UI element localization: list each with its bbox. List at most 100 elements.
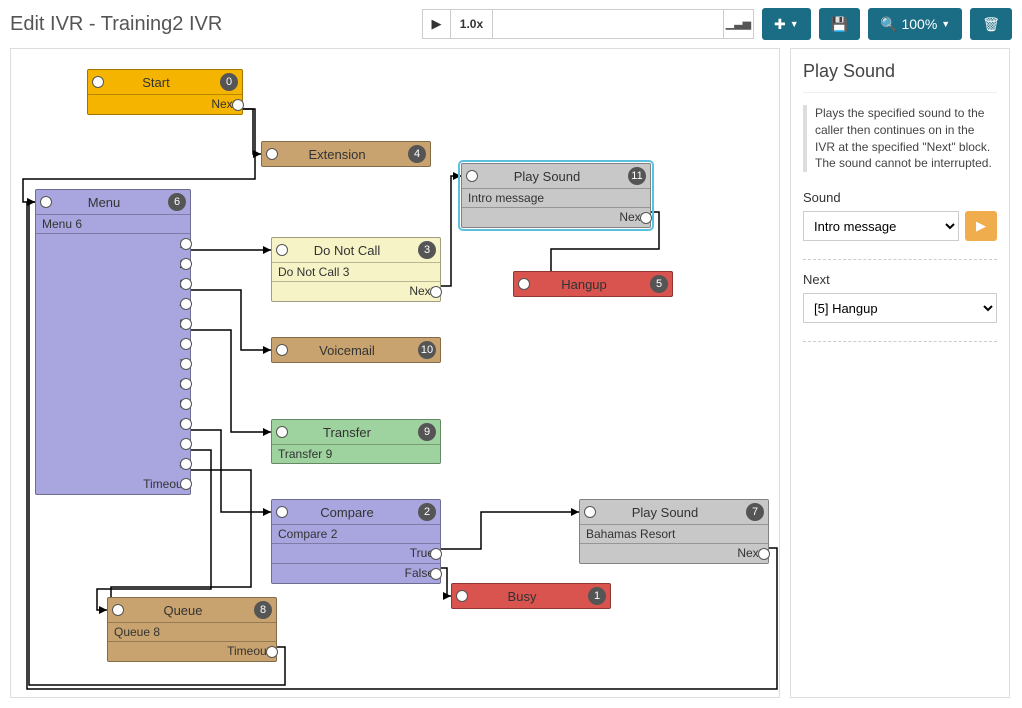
in-port[interactable] xyxy=(466,170,478,182)
node-transfer[interactable]: Transfer9 Transfer 9 xyxy=(271,419,441,464)
sound-play-button[interactable]: ▶ xyxy=(965,211,997,241)
node-id-badge: 6 xyxy=(168,193,186,211)
out-port[interactable] xyxy=(180,458,192,470)
node-hangup[interactable]: Hangup5 xyxy=(513,271,673,297)
out-port[interactable] xyxy=(180,338,192,350)
save-button[interactable]: 💾 xyxy=(819,8,860,40)
playback-track[interactable] xyxy=(493,10,723,38)
out-port[interactable] xyxy=(180,238,192,250)
menu-option: # xyxy=(36,454,190,474)
node-subtitle: Transfer 9 xyxy=(272,444,440,463)
volume-icon[interactable]: ▁▃▅ xyxy=(723,10,753,38)
node-start[interactable]: Start0Next xyxy=(87,69,243,115)
node-playsound2[interactable]: Play Sound7Bahamas ResortNext xyxy=(579,499,769,564)
node-id-badge: 4 xyxy=(408,145,426,163)
next-select[interactable]: [5] Hangup xyxy=(803,293,997,323)
node-title: Busy xyxy=(456,589,588,604)
out-port[interactable] xyxy=(180,478,192,490)
node-id-badge: 10 xyxy=(418,341,436,359)
node-output: Next xyxy=(462,207,650,227)
node-title: Start xyxy=(92,75,220,90)
page-title: Edit IVR - Training2 IVR xyxy=(10,13,222,36)
in-port[interactable] xyxy=(456,590,468,602)
node-extension[interactable]: Extension4 xyxy=(261,141,431,167)
menu-option: 8 xyxy=(36,374,190,394)
out-port[interactable] xyxy=(758,548,770,560)
node-title: Voicemail xyxy=(276,343,418,358)
in-port[interactable] xyxy=(276,506,288,518)
node-output: Next xyxy=(580,543,768,563)
node-subtitle: Menu 6 xyxy=(36,214,190,233)
node-output: False xyxy=(272,563,440,583)
node-title: Queue xyxy=(112,603,254,618)
header-bar: Edit IVR - Training2 IVR ▶ 1.0x ▁▃▅ ✚ ▼ … xyxy=(0,0,1022,48)
node-id-badge: 1 xyxy=(588,587,606,605)
out-port[interactable] xyxy=(640,212,652,224)
node-subtitle: Queue 8 xyxy=(108,622,276,641)
out-port[interactable] xyxy=(180,298,192,310)
out-port[interactable] xyxy=(232,99,244,111)
out-port[interactable] xyxy=(180,378,192,390)
in-port[interactable] xyxy=(112,604,124,616)
out-port[interactable] xyxy=(430,568,442,580)
play-icon[interactable]: ▶ xyxy=(423,10,451,38)
node-busy[interactable]: Busy1 xyxy=(451,583,611,609)
node-subtitle: Intro message xyxy=(462,188,650,207)
out-port[interactable] xyxy=(430,548,442,560)
node-title: Do Not Call xyxy=(276,243,418,258)
in-port[interactable] xyxy=(266,148,278,160)
node-queue[interactable]: Queue8 Queue 8Timeout xyxy=(107,597,277,662)
node-playsound1[interactable]: Play Sound11Intro messageNext xyxy=(461,163,651,228)
in-port[interactable] xyxy=(40,196,52,208)
add-button[interactable]: ✚ ▼ xyxy=(762,8,811,40)
node-id-badge: 8 xyxy=(254,601,272,619)
out-port[interactable] xyxy=(180,278,192,290)
in-port[interactable] xyxy=(276,344,288,356)
menu-option: 4 xyxy=(36,294,190,314)
in-port[interactable] xyxy=(92,76,104,88)
node-output: True xyxy=(272,543,440,563)
node-output: Timeout xyxy=(108,641,276,661)
node-id-badge: 9 xyxy=(418,423,436,441)
panel-description: Plays the specified sound to the caller … xyxy=(803,105,997,172)
flow-canvas[interactable]: Start0Next Extension4Menu6Menu 612345678… xyxy=(10,48,780,698)
panel-title: Play Sound xyxy=(803,61,997,82)
sound-select[interactable]: Intro message xyxy=(803,211,959,241)
zoom-button[interactable]: 🔍 100% ▼ xyxy=(868,8,962,40)
node-subtitle: Do Not Call 3 xyxy=(272,262,440,281)
node-compare[interactable]: Compare2Compare 2True False xyxy=(271,499,441,584)
node-title: Transfer xyxy=(276,425,418,440)
playback-speed[interactable]: 1.0x xyxy=(451,10,493,38)
node-title: Play Sound xyxy=(466,169,628,184)
node-title: Hangup xyxy=(518,277,650,292)
menu-option: 6 xyxy=(36,334,190,354)
in-port[interactable] xyxy=(518,278,530,290)
node-subtitle: Compare 2 xyxy=(272,524,440,543)
menu-option: Timeout xyxy=(36,474,190,494)
menu-option: 5 xyxy=(36,314,190,334)
out-port[interactable] xyxy=(180,398,192,410)
node-id-badge: 0 xyxy=(220,73,238,91)
out-port[interactable] xyxy=(180,418,192,430)
properties-panel: Play Sound Plays the specified sound to … xyxy=(790,48,1010,698)
in-port[interactable] xyxy=(276,244,288,256)
delete-button[interactable]: 🗑 xyxy=(970,8,1012,40)
menu-option: 1 xyxy=(36,234,190,254)
node-menu[interactable]: Menu6Menu 61234567890*#Timeout xyxy=(35,189,191,495)
out-port[interactable] xyxy=(180,318,192,330)
node-id-badge: 7 xyxy=(746,503,764,521)
menu-option: 7 xyxy=(36,354,190,374)
node-output: Next xyxy=(272,281,440,301)
menu-option: 3 xyxy=(36,274,190,294)
out-port[interactable] xyxy=(180,438,192,450)
node-title: Play Sound xyxy=(584,505,746,520)
in-port[interactable] xyxy=(276,426,288,438)
in-port[interactable] xyxy=(584,506,596,518)
node-id-badge: 2 xyxy=(418,503,436,521)
out-port[interactable] xyxy=(430,286,442,298)
node-donotcall[interactable]: Do Not Call3Do Not Call 3Next xyxy=(271,237,441,302)
out-port[interactable] xyxy=(180,358,192,370)
node-voicemail[interactable]: Voicemail10 xyxy=(271,337,441,363)
out-port[interactable] xyxy=(180,258,192,270)
out-port[interactable] xyxy=(266,646,278,658)
